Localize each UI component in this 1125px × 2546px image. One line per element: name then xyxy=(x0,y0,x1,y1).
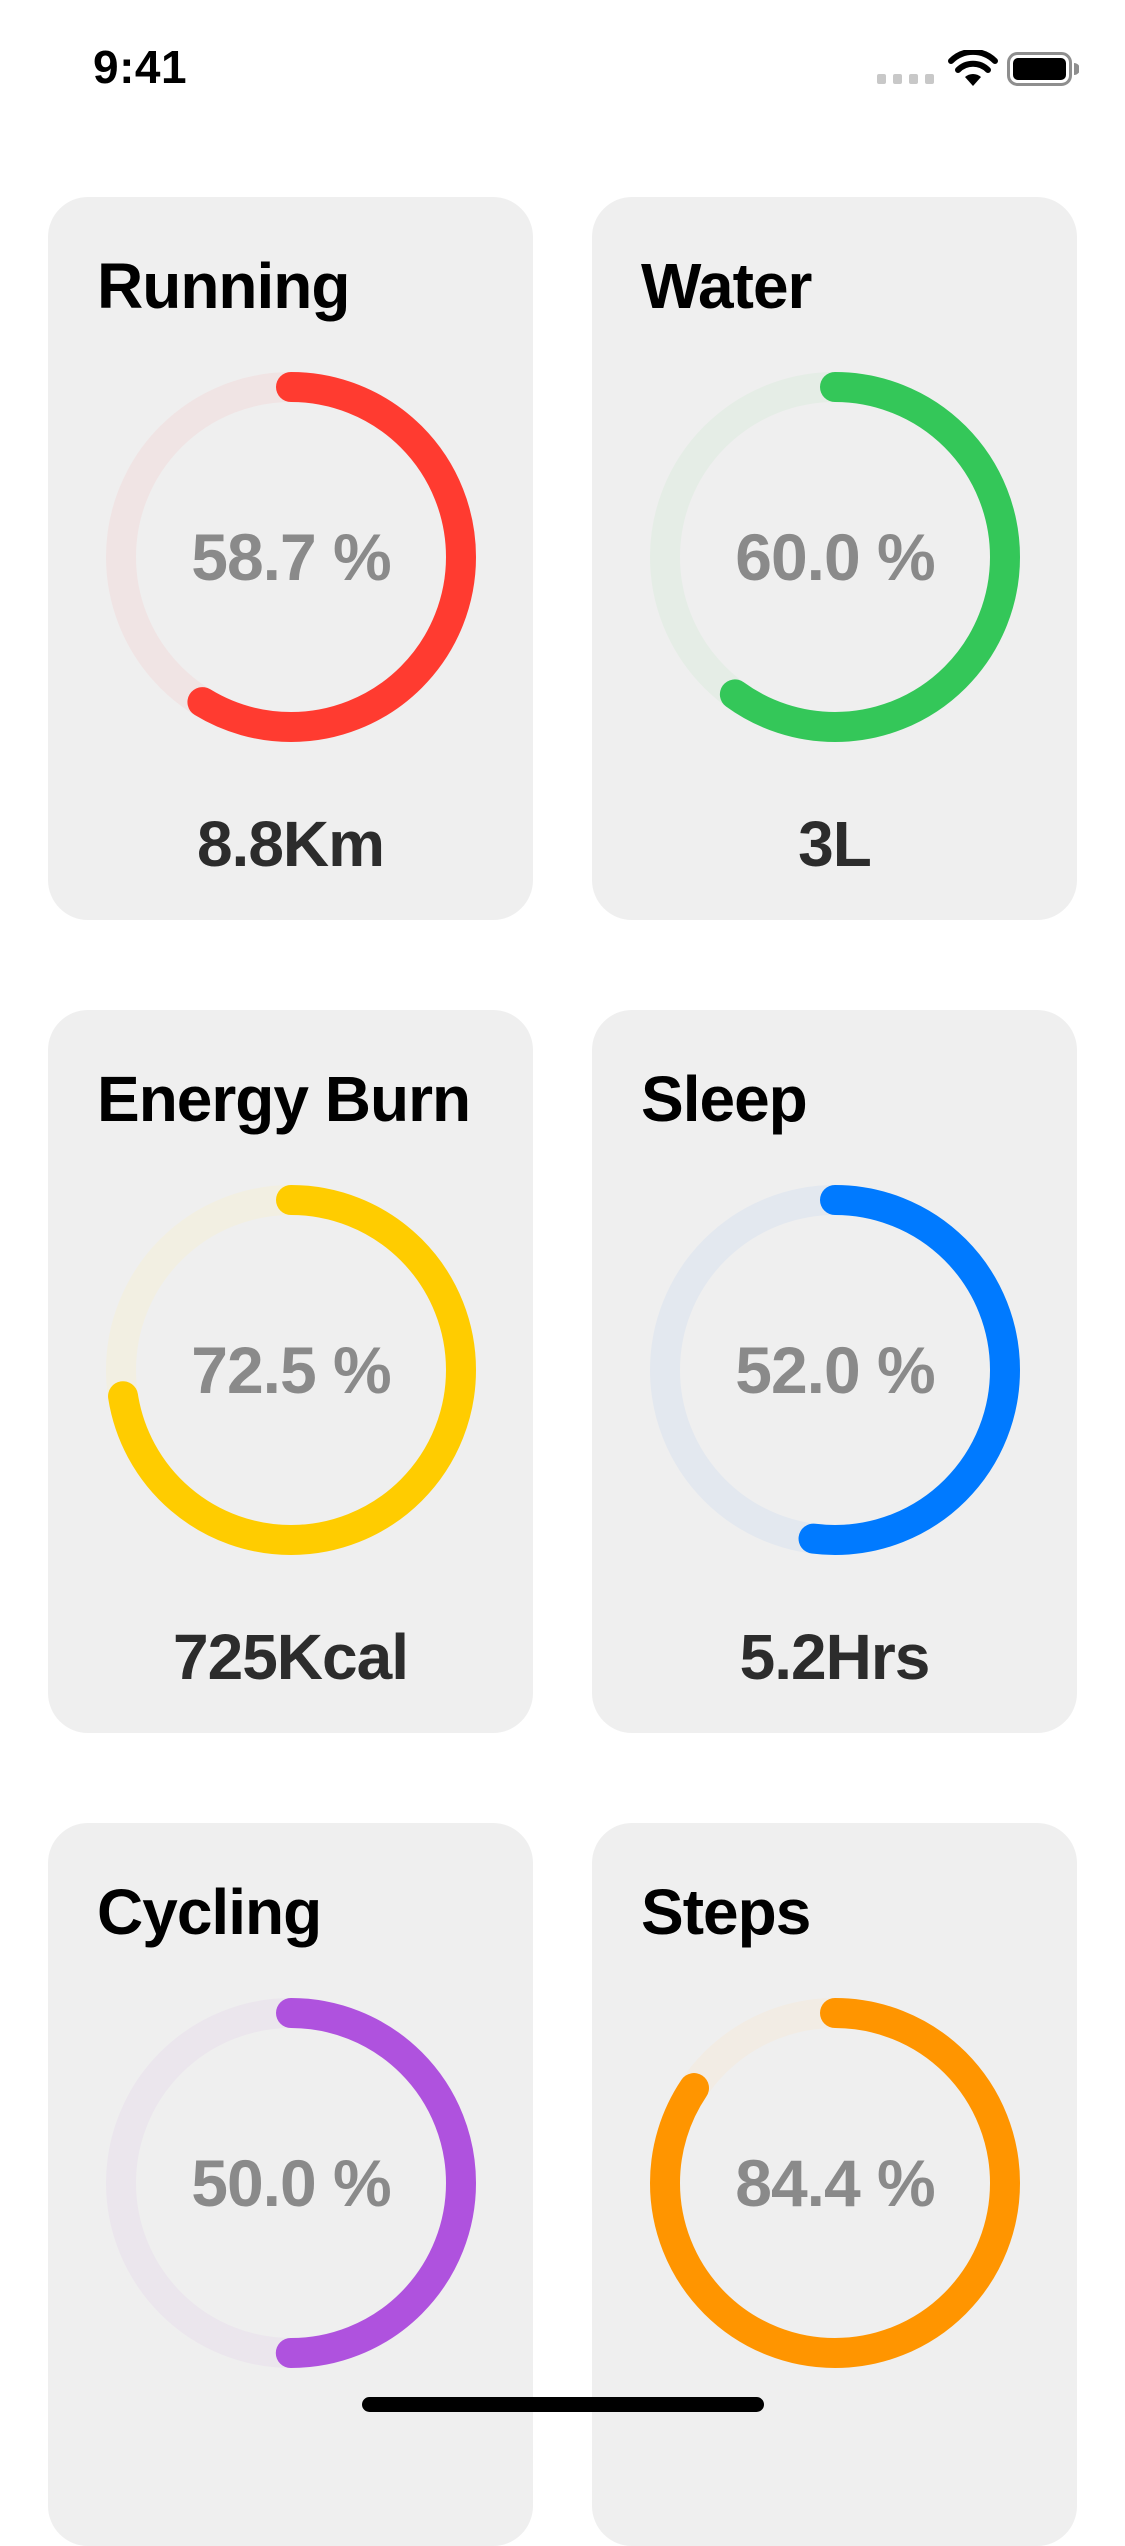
progress-arc xyxy=(106,1185,476,1555)
cellular-signal-icon xyxy=(877,74,935,84)
progress-ring: 84.4 % xyxy=(650,1998,1020,2368)
progress-percent: 72.5 % xyxy=(191,1333,391,1407)
card-title: Running xyxy=(97,250,350,322)
progress-percent: 52.0 % xyxy=(735,1333,935,1407)
progress-ring: 60.0 % xyxy=(650,372,1020,742)
progress-ring-svg xyxy=(106,1998,476,2368)
card-sleep[interactable]: Sleep 52.0 % 5.2Hrs xyxy=(592,1010,1077,1733)
card-running[interactable]: Running 58.7 % 8.8Km xyxy=(48,197,533,920)
progress-arc xyxy=(106,1998,476,2368)
status-time: 9:41 xyxy=(93,41,188,93)
status-bar: 9:41 xyxy=(0,0,1125,140)
card-value: 8.8Km xyxy=(196,808,385,880)
card-title: Steps xyxy=(641,1876,811,1948)
card-value: 3L xyxy=(798,808,872,880)
progress-arc xyxy=(106,372,476,742)
card-value: 5.2Hrs xyxy=(739,1621,931,1693)
progress-arc xyxy=(650,1998,1020,2368)
card-title: Cycling xyxy=(97,1876,322,1948)
card-title: Water xyxy=(641,250,812,322)
card-title: Energy Burn xyxy=(97,1063,471,1135)
progress-percent: 84.4 % xyxy=(735,2146,935,2220)
progress-ring: 58.7 % xyxy=(106,372,476,742)
wifi-icon xyxy=(948,48,998,88)
card-energy-burn[interactable]: Energy Burn 72.5 % 725Kcal xyxy=(48,1010,533,1733)
home-indicator[interactable] xyxy=(362,2397,764,2412)
progress-ring: 50.0 % xyxy=(106,1998,476,2368)
progress-ring-svg xyxy=(650,1185,1020,1555)
progress-ring-svg xyxy=(106,372,476,742)
progress-percent: 60.0 % xyxy=(735,520,935,594)
progress-ring-svg xyxy=(106,1185,476,1555)
progress-ring: 72.5 % xyxy=(106,1185,476,1555)
progress-ring: 52.0 % xyxy=(650,1185,1020,1555)
progress-arc xyxy=(650,1185,1020,1555)
card-cycling[interactable]: Cycling 50.0 % xyxy=(48,1823,533,2546)
progress-ring-svg xyxy=(650,1998,1020,2368)
progress-ring-svg xyxy=(650,372,1020,742)
progress-arc xyxy=(650,372,1020,742)
progress-percent: 58.7 % xyxy=(191,520,391,594)
progress-percent: 50.0 % xyxy=(191,2146,391,2220)
card-value: 725Kcal xyxy=(173,1621,409,1693)
card-water[interactable]: Water 60.0 % 3L xyxy=(592,197,1077,920)
card-title: Sleep xyxy=(641,1063,808,1135)
battery-icon xyxy=(1007,52,1080,86)
card-steps[interactable]: Steps 84.4 % xyxy=(592,1823,1077,2546)
